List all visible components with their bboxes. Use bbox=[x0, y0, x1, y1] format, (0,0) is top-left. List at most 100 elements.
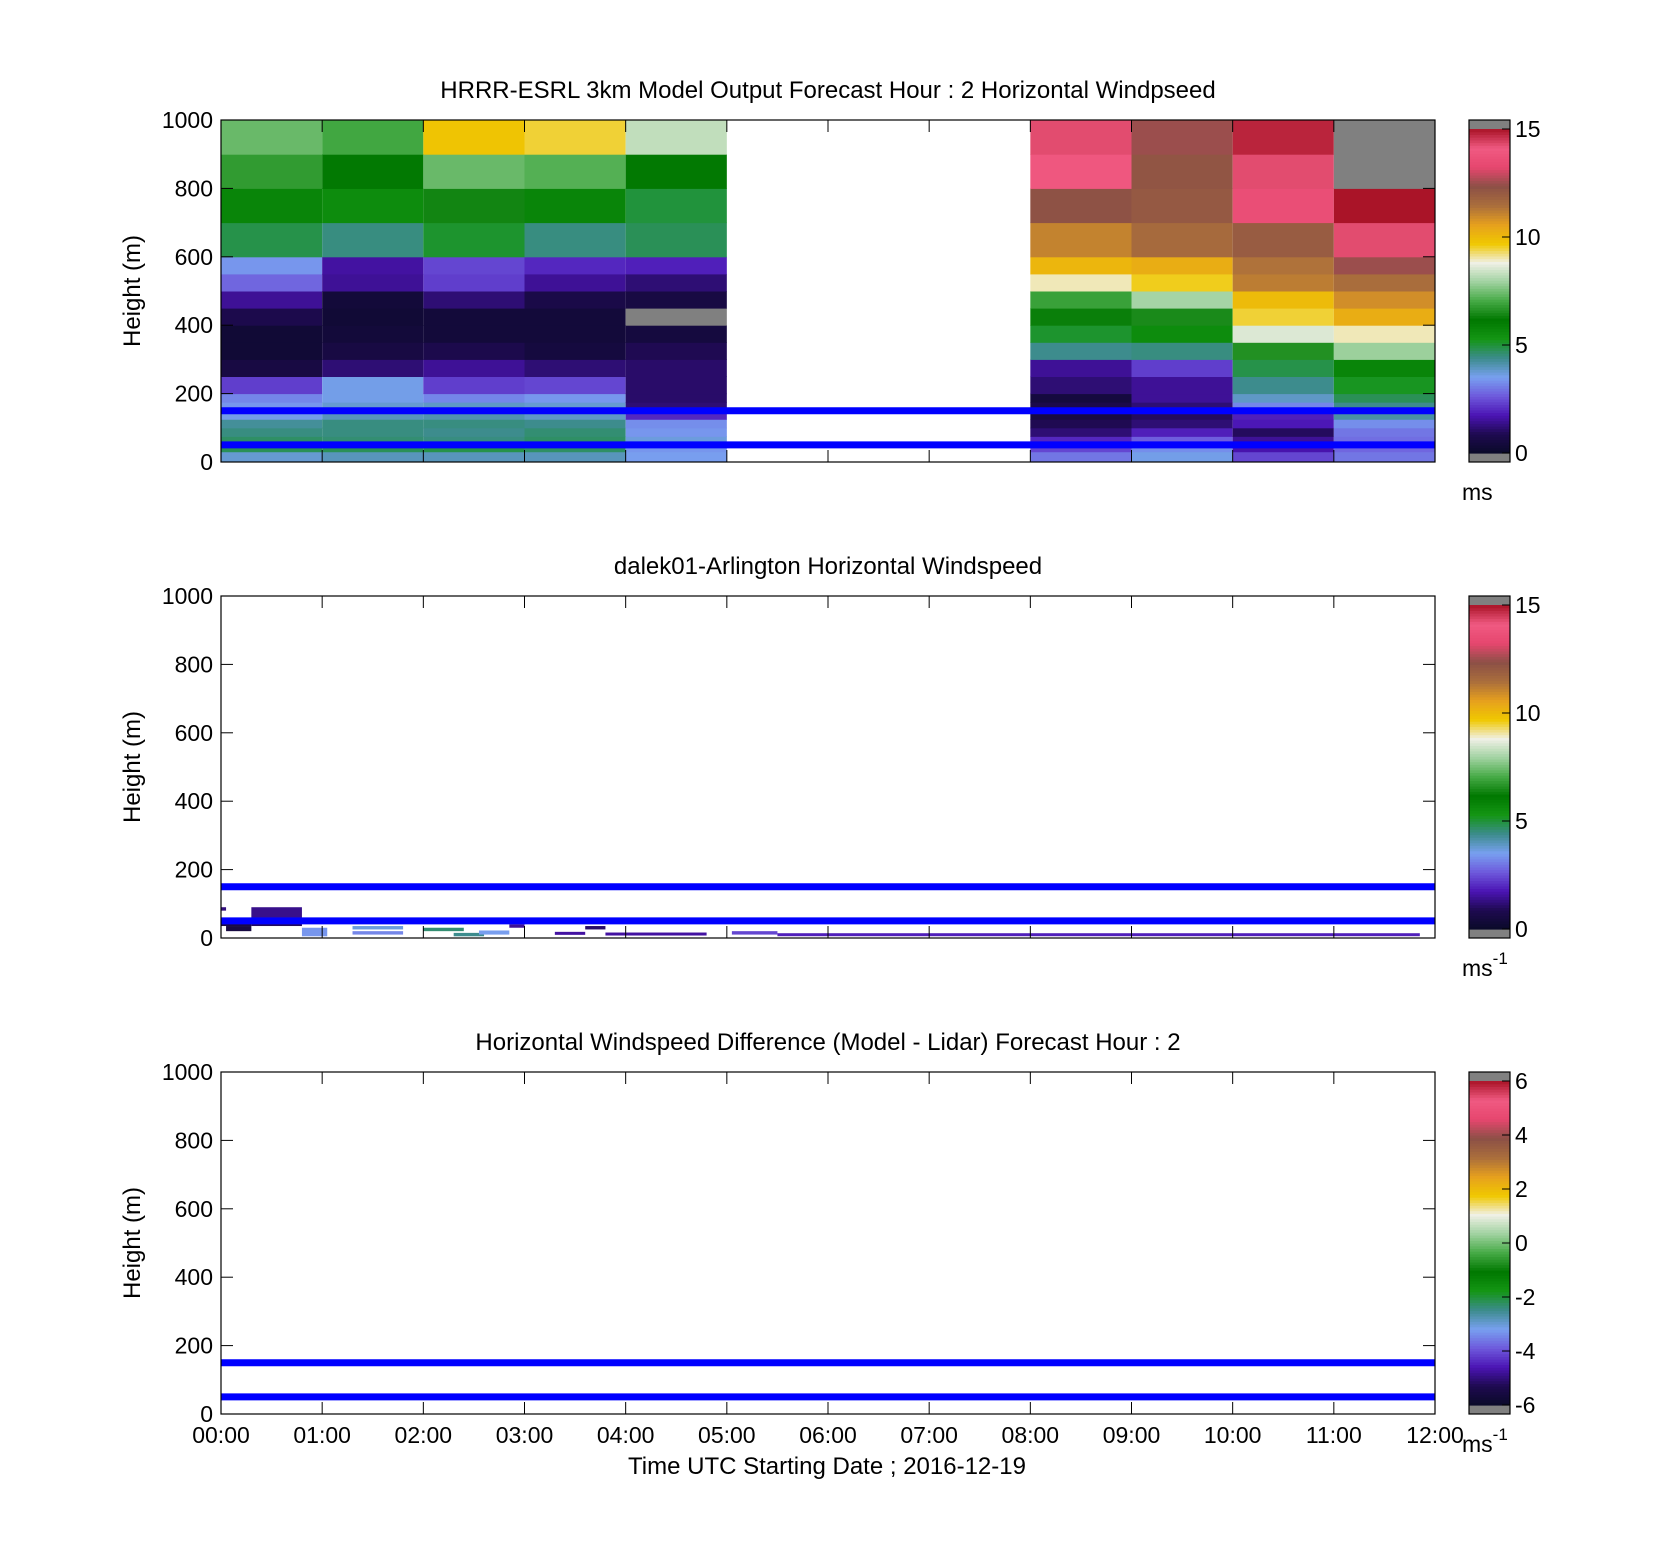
heatmap-cell bbox=[221, 359, 323, 377]
colorbar-tick-label: 15 bbox=[1515, 592, 1541, 618]
heatmap-cell bbox=[524, 376, 626, 395]
colorbar-segment bbox=[1469, 1399, 1510, 1403]
heatmap-cell bbox=[423, 291, 525, 309]
colorbar-segment bbox=[1469, 299, 1510, 303]
colorbar-segment bbox=[1469, 1345, 1510, 1349]
colorbar-segment bbox=[1469, 1329, 1510, 1333]
colorbar-segment bbox=[1469, 794, 1510, 798]
heatmap-cell bbox=[423, 342, 525, 360]
colorbar-segment bbox=[1469, 737, 1510, 741]
heatmap-cell bbox=[322, 120, 424, 155]
colorbar-segment bbox=[1469, 1083, 1510, 1087]
colorbar-segment bbox=[1469, 1145, 1510, 1150]
heatmap-cell bbox=[1232, 222, 1334, 258]
heatmap-cell bbox=[322, 410, 424, 420]
colorbar-segment bbox=[1469, 1351, 1510, 1355]
colorbar-segment bbox=[1469, 1307, 1510, 1312]
heatmap-cell bbox=[1333, 325, 1435, 343]
colorbar-segment bbox=[1469, 420, 1510, 424]
heatmap-cell bbox=[221, 393, 323, 403]
colorbar-segment bbox=[1469, 1367, 1510, 1371]
heatmap-cell bbox=[1030, 120, 1132, 155]
colorbar-segment bbox=[1469, 696, 1510, 701]
colorbar-segment bbox=[1469, 1294, 1510, 1298]
heatmap-cell bbox=[322, 273, 424, 292]
x-tick-label: 09:00 bbox=[1103, 1422, 1161, 1448]
colorbar-segment bbox=[1469, 605, 1510, 609]
colorbar-segment bbox=[1469, 1369, 1510, 1374]
colorbar-segment bbox=[1469, 785, 1510, 790]
heatmap-cell bbox=[221, 120, 323, 155]
colorbar-segment bbox=[1469, 412, 1510, 416]
colorbar-segment bbox=[1469, 756, 1510, 760]
colorbar-segment bbox=[1469, 729, 1510, 733]
heatmap-cell bbox=[625, 188, 727, 224]
heatmap-cell bbox=[322, 308, 424, 326]
colorbar-segment bbox=[1469, 810, 1510, 814]
heatmap-cell bbox=[221, 427, 323, 437]
colorbar-segment bbox=[1469, 1186, 1510, 1190]
colorbar-segment bbox=[1469, 1359, 1510, 1363]
colorbar-segment bbox=[1469, 896, 1510, 900]
heatmap-cell bbox=[1232, 444, 1334, 453]
heatmap-cell bbox=[625, 273, 727, 292]
colorbar-tick-label: -6 bbox=[1515, 1392, 1535, 1418]
colorbar-segment bbox=[1469, 1143, 1510, 1147]
heatmap-cell bbox=[1131, 154, 1233, 189]
heatmap-cell bbox=[221, 325, 323, 343]
colorbar-segment bbox=[1469, 680, 1510, 684]
colorbar-segment bbox=[1469, 331, 1510, 335]
colorbar-segment bbox=[1469, 907, 1510, 911]
heatmap-cell bbox=[322, 342, 424, 360]
colorbar-segment bbox=[1469, 910, 1510, 914]
heatmap-cell bbox=[524, 342, 626, 360]
colorbar-segment bbox=[1469, 799, 1510, 803]
colorbar-segment bbox=[1469, 675, 1510, 679]
colorbar-segment bbox=[1469, 196, 1510, 200]
colorbar-segment bbox=[1469, 748, 1510, 752]
colorbar-segment bbox=[1469, 393, 1510, 397]
colorbar-segment bbox=[1469, 758, 1510, 763]
colorbar-segment bbox=[1469, 156, 1510, 160]
colorbar-segment bbox=[1469, 1286, 1510, 1290]
colorbar-segment bbox=[1469, 807, 1510, 811]
colorbar-over bbox=[1469, 1072, 1510, 1081]
colorbar-segment bbox=[1469, 1275, 1510, 1279]
y-tick-label: 1000 bbox=[162, 107, 213, 133]
heatmap-cell bbox=[221, 436, 323, 446]
heatmap-cell bbox=[625, 256, 727, 275]
colorbar-segment bbox=[1469, 750, 1510, 755]
colorbar-segment bbox=[1469, 296, 1510, 300]
heatmap-cell bbox=[524, 419, 626, 429]
heatmap-cell bbox=[221, 308, 323, 326]
colorbar-segment bbox=[1469, 1210, 1510, 1214]
heatmap-cell bbox=[1232, 419, 1334, 429]
heatmap-cell bbox=[524, 402, 626, 412]
colorbar-segment bbox=[1469, 339, 1510, 343]
colorbar-segment bbox=[1469, 388, 1510, 392]
y-tick-label: 400 bbox=[175, 788, 213, 814]
colorbar-segment bbox=[1469, 704, 1510, 709]
colorbar-segment bbox=[1469, 1205, 1510, 1209]
colorbar-segment bbox=[1469, 153, 1510, 157]
colorbar-segment bbox=[1469, 1124, 1510, 1128]
colorbar-segment bbox=[1469, 831, 1510, 836]
heatmap-cell bbox=[423, 393, 525, 403]
colorbar-frame bbox=[1468, 595, 1511, 939]
colorbar-segment bbox=[1469, 417, 1510, 422]
heatmap-cell bbox=[1030, 222, 1132, 258]
heatmap-cell bbox=[585, 926, 606, 930]
colorbar-segment bbox=[1469, 255, 1510, 260]
colorbar-segment bbox=[1469, 423, 1510, 427]
colorbar-segment bbox=[1469, 731, 1510, 736]
colorbar-segment bbox=[1469, 1251, 1510, 1255]
heatmap-cell bbox=[625, 436, 727, 446]
heatmap-cell bbox=[524, 188, 626, 224]
colorbar-segment bbox=[1469, 228, 1510, 233]
heatmap-cell bbox=[1333, 410, 1435, 420]
colorbar-segment bbox=[1469, 150, 1510, 154]
chart-title: dalek01-Arlington Horizontal Windspeed bbox=[614, 553, 1042, 580]
heatmap-cell bbox=[352, 931, 404, 935]
colorbar-segment bbox=[1469, 661, 1510, 665]
colorbar-segment bbox=[1469, 323, 1510, 327]
